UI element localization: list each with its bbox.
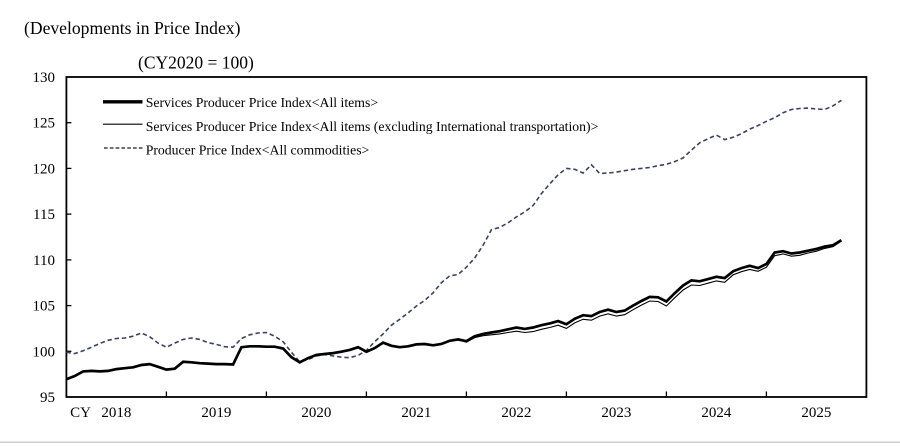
svg-text:2023: 2023 [601,405,631,421]
svg-text:125: 125 [33,116,56,132]
svg-text:100: 100 [33,344,56,360]
svg-text:95: 95 [40,390,55,406]
svg-text:2018: 2018 [101,405,131,421]
svg-text:(Developments in Price Index): (Developments in Price Index) [24,18,241,38]
svg-text:2025: 2025 [801,405,831,421]
svg-text:CY: CY [70,405,91,421]
svg-text:2024: 2024 [701,405,732,421]
svg-text:115: 115 [33,207,55,223]
svg-text:110: 110 [33,253,55,269]
svg-text:2019: 2019 [201,405,231,421]
svg-text:120: 120 [33,161,56,177]
svg-text:Services Producer Price Index<: Services Producer Price Index<All items> [146,95,379,110]
svg-text:2022: 2022 [501,405,531,421]
svg-text:(CY2020 = 100): (CY2020 = 100) [138,53,254,73]
svg-text:2021: 2021 [401,405,431,421]
svg-text:2020: 2020 [301,405,331,421]
svg-text:130: 130 [33,70,56,86]
svg-text:Producer Price Index<All commo: Producer Price Index<All commodities> [146,143,370,158]
svg-text:105: 105 [33,299,56,315]
svg-text:Services Producer Price Index<: Services Producer Price Index<All items … [146,119,599,135]
